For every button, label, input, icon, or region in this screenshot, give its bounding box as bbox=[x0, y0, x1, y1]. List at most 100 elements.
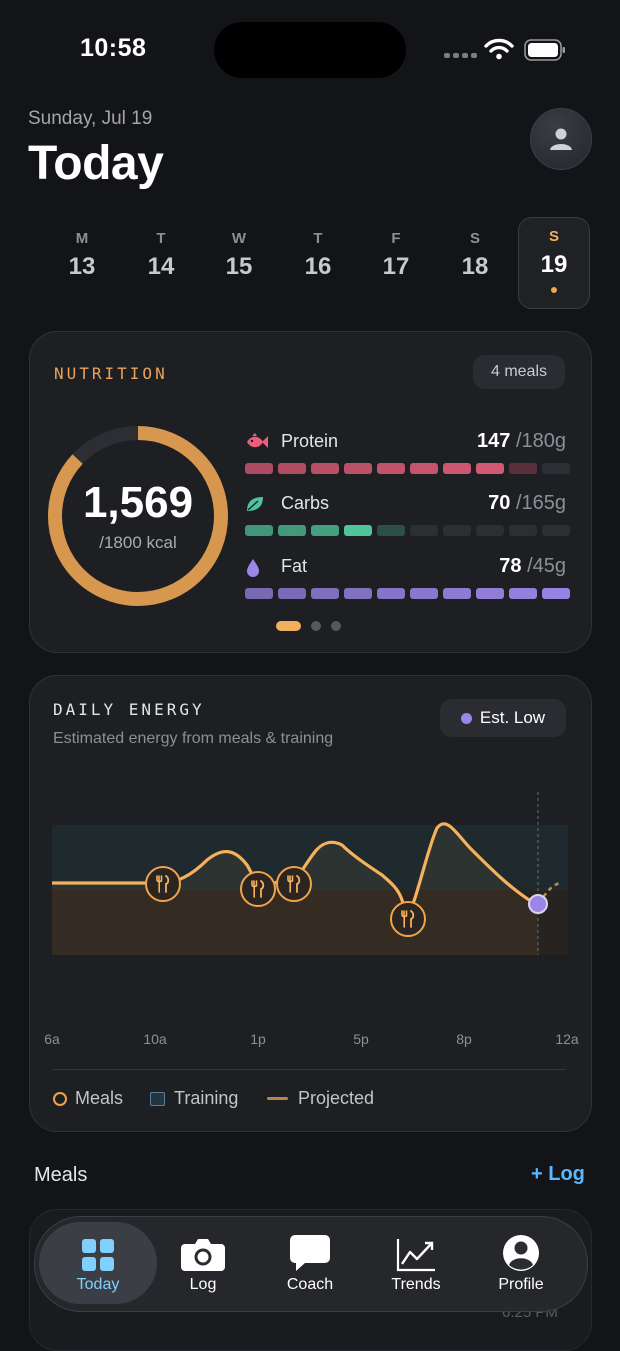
day-number: 18 bbox=[461, 253, 489, 280]
day-number: 13 bbox=[68, 253, 96, 280]
macro-value-carbs: 70 /165g bbox=[488, 492, 566, 514]
tab-log[interactable]: Log bbox=[153, 1222, 253, 1304]
progress-segment bbox=[377, 525, 405, 536]
nutrition-label: NUTRITION bbox=[54, 364, 168, 383]
person-icon bbox=[550, 128, 572, 150]
meal-marker[interactable] bbox=[276, 866, 312, 902]
progress-segment bbox=[344, 525, 372, 536]
energy-status-badge: Est. Low bbox=[440, 699, 566, 737]
tab-coach[interactable]: Coach bbox=[260, 1222, 360, 1304]
progress-segment bbox=[311, 525, 339, 536]
progress-segment bbox=[443, 525, 471, 536]
progress-segment bbox=[278, 463, 306, 474]
progress-segment bbox=[443, 463, 471, 474]
tab-label: Profile bbox=[498, 1276, 544, 1293]
calorie-ring bbox=[48, 426, 228, 606]
wifi-icon bbox=[484, 38, 514, 60]
profile-icon bbox=[471, 1232, 571, 1272]
day-17[interactable]: F 17 bbox=[361, 220, 431, 306]
drop-icon bbox=[245, 558, 261, 583]
day-number: 15 bbox=[225, 253, 253, 280]
energy-chart bbox=[52, 792, 568, 955]
progress-segment bbox=[344, 588, 372, 599]
tab-label: Today bbox=[76, 1276, 120, 1293]
today-dot bbox=[551, 287, 557, 293]
progress-segment bbox=[542, 463, 570, 474]
energy-status-text: Est. Low bbox=[479, 708, 546, 727]
day-letter: S bbox=[469, 230, 480, 247]
progress-segment bbox=[476, 588, 504, 599]
fork-knife-icon bbox=[156, 875, 170, 893]
meal-ring-icon bbox=[53, 1091, 67, 1106]
progress-segment bbox=[377, 588, 405, 599]
legend-divider bbox=[53, 1069, 566, 1070]
progress-segment bbox=[509, 525, 537, 536]
progress-segment bbox=[245, 588, 273, 599]
fish-icon bbox=[245, 433, 269, 456]
progress-segment bbox=[410, 525, 438, 536]
progress-segment bbox=[476, 463, 504, 474]
day-number: 14 bbox=[147, 253, 175, 280]
day-letter: S bbox=[548, 228, 559, 245]
day-18[interactable]: S 18 bbox=[440, 220, 510, 306]
day-19[interactable]: S 19 bbox=[518, 217, 590, 309]
camera-icon bbox=[153, 1232, 253, 1272]
x-axis-tick-label: 5p bbox=[353, 1031, 369, 1047]
progress-segment bbox=[278, 588, 306, 599]
legend-meals: Meals bbox=[53, 1088, 123, 1109]
day-16[interactable]: T 16 bbox=[283, 220, 353, 306]
battery-icon bbox=[524, 39, 565, 61]
tab-profile[interactable]: Profile bbox=[471, 1222, 571, 1304]
fork-knife-icon bbox=[251, 880, 265, 898]
x-axis-tick-label: 12a bbox=[555, 1031, 579, 1047]
legend-training: Training bbox=[150, 1088, 238, 1109]
log-meal-link[interactable]: + Log bbox=[531, 1163, 585, 1185]
x-axis-tick-label: 10a bbox=[143, 1031, 167, 1047]
status-time: 10:58 bbox=[80, 34, 147, 62]
meals-heading: Meals bbox=[34, 1164, 88, 1186]
macro-progress-protein bbox=[245, 463, 570, 474]
tab-today[interactable]: Today bbox=[39, 1222, 157, 1304]
dynamic-island bbox=[214, 22, 406, 78]
progress-segment bbox=[509, 588, 537, 599]
cellular-signal-icon bbox=[444, 53, 477, 58]
tab-trends[interactable]: Trends bbox=[366, 1222, 466, 1304]
avatar-button[interactable] bbox=[530, 108, 592, 170]
progress-segment bbox=[377, 463, 405, 474]
day-13[interactable]: M 13 bbox=[47, 220, 117, 306]
calorie-total: 1,569 bbox=[82, 478, 194, 527]
progress-segment bbox=[509, 463, 537, 474]
macro-name-fat: Fat bbox=[281, 556, 308, 576]
meal-marker[interactable] bbox=[145, 866, 181, 902]
page-title: Today bbox=[28, 137, 164, 190]
day-letter: W bbox=[231, 230, 247, 247]
meals-count-badge: 4 meals bbox=[473, 355, 565, 389]
page-dot bbox=[331, 621, 341, 631]
macro-progress-fat bbox=[245, 588, 570, 599]
page-dot-active bbox=[276, 621, 301, 631]
page-indicator[interactable] bbox=[276, 621, 341, 631]
day-14[interactable]: T 14 bbox=[126, 220, 196, 306]
meal-marker[interactable] bbox=[390, 901, 426, 937]
progress-segment bbox=[410, 588, 438, 599]
legend-projected: Projected bbox=[267, 1088, 374, 1109]
tab-label: Coach bbox=[286, 1276, 334, 1293]
day-letter: T bbox=[313, 230, 323, 247]
day-number: 16 bbox=[304, 253, 332, 280]
macro-value-protein: 147 /180g bbox=[477, 430, 566, 452]
header-date: Sunday, Jul 19 bbox=[28, 108, 153, 129]
training-square-icon bbox=[150, 1091, 165, 1106]
fork-knife-icon bbox=[287, 875, 301, 893]
day-number: 19 bbox=[540, 251, 568, 278]
progress-segment bbox=[245, 525, 273, 536]
fork-knife-icon bbox=[401, 910, 415, 928]
x-axis-tick-label: 8p bbox=[456, 1031, 472, 1047]
energy-label: DAILY ENERGY bbox=[53, 700, 205, 719]
chat-bubble-icon bbox=[260, 1232, 360, 1272]
tab-label: Trends bbox=[391, 1276, 441, 1293]
day-letter: F bbox=[391, 230, 401, 247]
day-15[interactable]: W 15 bbox=[204, 220, 274, 306]
progress-segment bbox=[344, 463, 372, 474]
calorie-goal: /1800 kcal bbox=[99, 533, 177, 552]
meal-marker[interactable] bbox=[240, 871, 276, 907]
